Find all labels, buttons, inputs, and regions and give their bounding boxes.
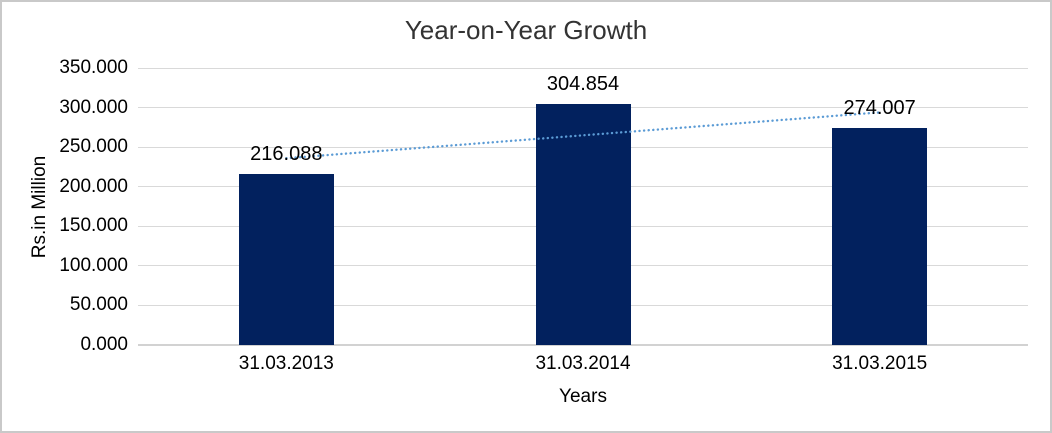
bar	[832, 128, 928, 345]
y-tick-label: 200.000	[59, 175, 128, 197]
chart-title: Year-on-Year Growth	[404, 15, 648, 45]
y-axis-title: Rs.in Million	[29, 155, 50, 259]
x-axis-title: Years	[559, 386, 607, 407]
y-tick-label: 350.000	[59, 57, 128, 78]
bar-value-label: 304.854	[546, 72, 620, 95]
x-tick-label: 31.03.2015	[832, 353, 928, 374]
y-tick-label: 0.000	[80, 334, 128, 355]
bar	[535, 103, 631, 345]
y-tick-label: 50.000	[69, 294, 128, 316]
x-tick-label: 31.03.2013	[238, 353, 334, 374]
bar-value-label: 274.007	[843, 97, 916, 120]
bar	[238, 173, 334, 345]
y-tick-label: 150.000	[59, 215, 128, 237]
y-gridline	[138, 67, 1028, 69]
bar-value-label: 216.088	[250, 142, 323, 165]
x-axis-line	[138, 344, 1028, 346]
y-tick-label: 250.000	[59, 136, 128, 158]
y-tick-label: 300.000	[59, 96, 128, 118]
x-tick-label: 31.03.2014	[535, 353, 631, 374]
y-tick-label: 100.000	[59, 254, 128, 276]
